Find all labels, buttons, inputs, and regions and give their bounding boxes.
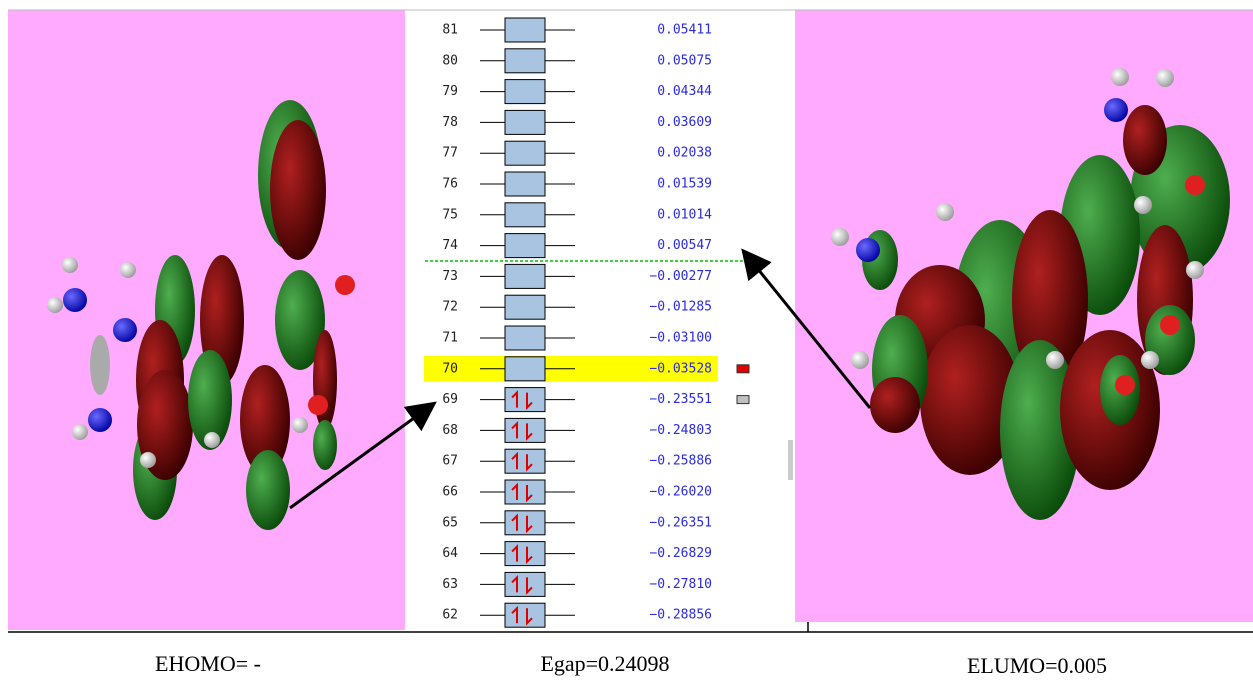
orbital-energy: −0.27810 xyxy=(649,577,712,592)
caption: Egap=0.24098 xyxy=(540,651,669,676)
orbital-number: 73 xyxy=(442,269,458,284)
orbital-box xyxy=(505,603,545,627)
orbital-marker xyxy=(737,365,749,373)
orbital-box xyxy=(505,572,545,596)
orbital-number: 77 xyxy=(442,146,458,161)
orbital-energy: 0.04344 xyxy=(657,84,712,99)
orbital-box xyxy=(505,480,545,504)
orbital-box xyxy=(505,449,545,473)
orbital-number: 75 xyxy=(442,207,458,222)
orbital-number: 80 xyxy=(442,53,458,68)
caption: EHOMO= - xyxy=(155,651,261,676)
orbital-energy: −0.23551 xyxy=(649,392,712,407)
orbital-energy: 0.01014 xyxy=(657,207,712,222)
orbital-energy: −0.26020 xyxy=(649,485,712,500)
orbital-energy: −0.03100 xyxy=(649,331,712,346)
orbital-number: 62 xyxy=(442,608,458,623)
orbital-energy: −0.25886 xyxy=(649,454,712,469)
orbital-number: 81 xyxy=(442,23,458,38)
orbital-box xyxy=(505,388,545,412)
orbital-energy: −0.01285 xyxy=(649,300,712,315)
orbital-box xyxy=(505,18,545,42)
orbital-panel xyxy=(405,10,790,635)
orbital-number: 65 xyxy=(442,515,458,530)
orbital-marker xyxy=(737,396,749,404)
orbital-energy: −0.26351 xyxy=(649,515,712,530)
orbital-box xyxy=(505,264,545,288)
orbital-box xyxy=(505,172,545,196)
orbital-box xyxy=(505,418,545,442)
figure: 81 0.05411 80 0.05075 79 0.04344 78 0.03609 77 0.… xyxy=(0,0,1253,683)
orbital-energy: −0.24803 xyxy=(649,423,712,438)
scrollbar xyxy=(788,440,793,480)
orbital-number: 67 xyxy=(442,454,458,469)
homo-image xyxy=(8,10,405,630)
orbital-energy: 0.02038 xyxy=(657,146,712,161)
orbital-energy: −0.00277 xyxy=(649,269,712,284)
orbital-energy: −0.26829 xyxy=(649,546,712,561)
orbital-number: 76 xyxy=(442,177,458,192)
orbital-number: 79 xyxy=(442,84,458,99)
orbital-box xyxy=(505,110,545,134)
orbital-number: 72 xyxy=(442,300,458,315)
caption: ELUMO=0.005 xyxy=(967,653,1107,678)
orbital-number: 66 xyxy=(442,485,458,500)
orbital-energy: 0.03609 xyxy=(657,115,712,130)
orbital-number: 71 xyxy=(442,331,458,346)
orbital-number: 78 xyxy=(442,115,458,130)
orbital-number: 64 xyxy=(442,546,458,561)
orbital-energy: 0.05411 xyxy=(657,23,712,38)
orbital-number: 74 xyxy=(442,238,458,253)
orbital-box xyxy=(505,234,545,258)
orbital-box xyxy=(505,141,545,165)
orbital-box xyxy=(505,357,545,381)
orbital-energy: 0.05075 xyxy=(657,53,712,68)
orbital-energy: 0.00547 xyxy=(657,238,712,253)
orbital-number: 69 xyxy=(442,392,458,407)
orbital-number: 70 xyxy=(442,361,458,376)
orbital-energy: −0.03528 xyxy=(649,361,712,376)
orbital-box xyxy=(505,295,545,319)
orbital-box xyxy=(505,49,545,73)
orbital-box xyxy=(505,326,545,350)
orbital-energy: −0.28856 xyxy=(649,608,712,623)
orbital-number: 63 xyxy=(442,577,458,592)
lumo-image xyxy=(795,10,1253,622)
orbital-box xyxy=(505,80,545,104)
orbital-box xyxy=(505,511,545,535)
orbital-energy: 0.01539 xyxy=(657,177,712,192)
orbital-number: 68 xyxy=(442,423,458,438)
orbital-box xyxy=(505,203,545,227)
orbital-box xyxy=(505,542,545,566)
